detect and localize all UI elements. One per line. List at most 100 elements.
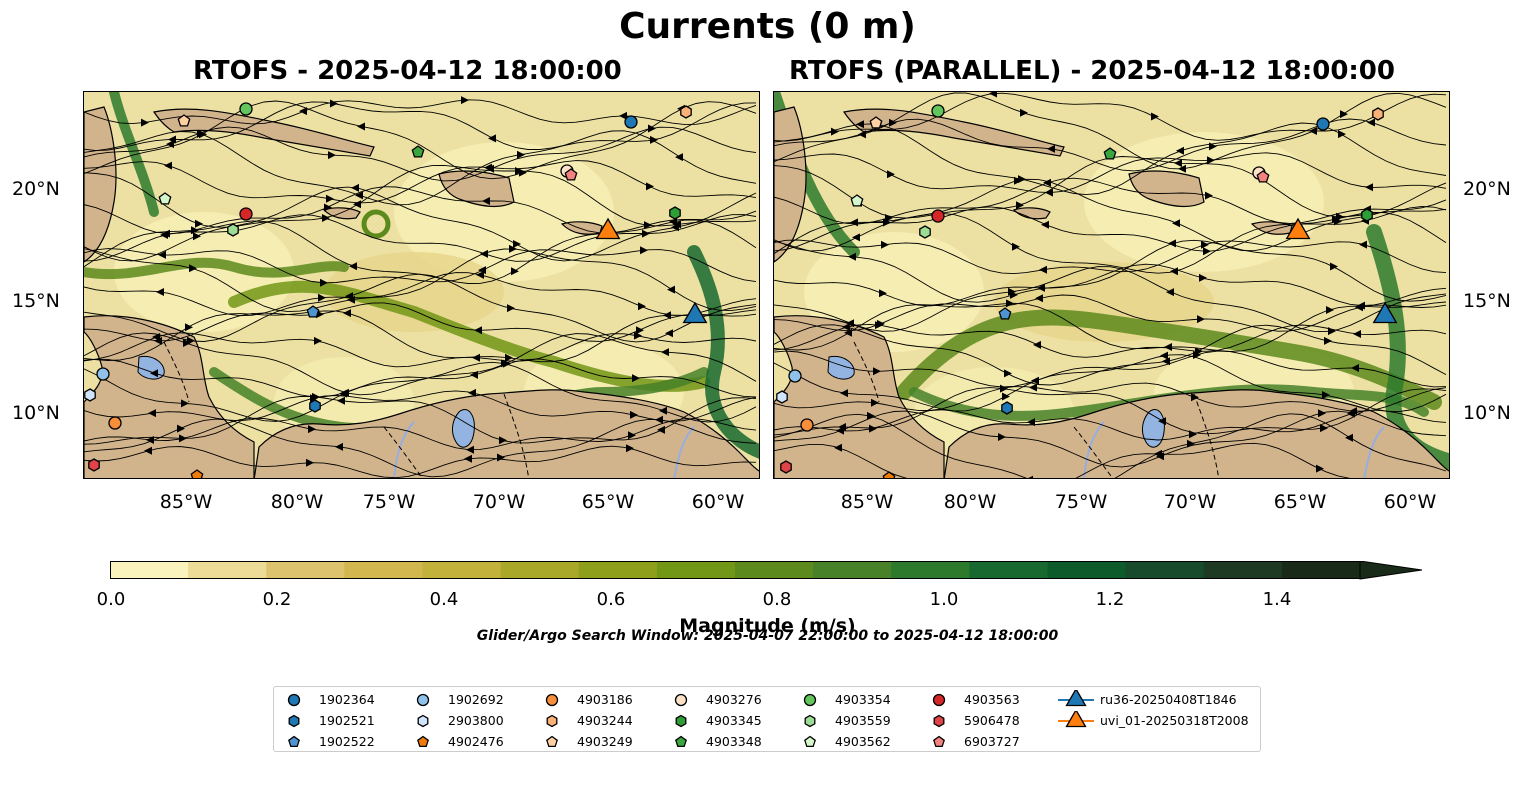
map-rtofs-parallel[interactable]	[773, 91, 1450, 479]
float-marker-4902476	[882, 471, 896, 478]
streamline-arrow	[497, 453, 505, 462]
legend-swatch	[287, 693, 301, 707]
streamline	[774, 263, 1447, 307]
streamline	[84, 309, 757, 363]
float-marker-4902476	[190, 469, 204, 478]
float-marker-1902521	[1001, 401, 1013, 415]
streamline-arrow	[1209, 142, 1217, 151]
streamline	[84, 272, 757, 317]
legend-swatch	[933, 714, 945, 728]
streamline-arrow	[1340, 110, 1348, 119]
map-rtofs[interactable]	[83, 91, 760, 479]
float-marker-2903800	[776, 390, 788, 404]
streamline-arrow	[144, 446, 152, 455]
float-marker-4903563	[239, 207, 253, 221]
colorbar-segment	[735, 561, 814, 579]
legend-label: 2903800	[448, 713, 504, 728]
streamline-arrow	[193, 232, 201, 241]
streamline-arrow	[324, 203, 332, 212]
colorbar-segment	[813, 561, 892, 579]
float-marker-4903559	[227, 223, 239, 237]
colorbar-segment	[110, 561, 189, 579]
legend-circle-icon	[932, 693, 946, 707]
streamline-arrow	[883, 218, 891, 227]
streamline-arrow	[515, 167, 523, 175]
streamline-arrow	[1027, 418, 1035, 427]
streamline-arrow	[1154, 449, 1162, 458]
streamline	[774, 152, 1447, 194]
float-marker-1902521	[309, 399, 321, 413]
legend-label: 4903354	[835, 692, 891, 707]
streamline-arrow	[1176, 146, 1184, 155]
streamline	[84, 100, 757, 180]
streamline-arrow	[1029, 383, 1037, 392]
streamline-arrow	[675, 153, 683, 162]
streamline-arrow	[1045, 188, 1053, 197]
streamline	[774, 350, 1447, 388]
lat-label-15n-right: 15°N	[1463, 290, 1511, 312]
streamline-arrow	[330, 99, 338, 108]
streamline-arrow	[1328, 327, 1336, 336]
streamline-arrow	[185, 323, 193, 332]
colorbar-segment	[656, 561, 736, 579]
streamline-arrow	[881, 240, 889, 249]
legend: 1902364 1902521 1902522 1902692 2903800 49024…	[273, 686, 1261, 752]
float-marker-4903348	[411, 145, 425, 158]
streamline-arrow	[1035, 294, 1043, 303]
legend-circle-icon	[803, 693, 817, 707]
legend-swatch	[546, 735, 558, 748]
streamline-arrow	[998, 433, 1006, 441]
streamline-arrow	[626, 444, 634, 453]
streamline	[774, 354, 1447, 413]
streamline-arrow	[885, 214, 893, 222]
map-rtofs-canvas	[84, 92, 759, 478]
streamline-arrow	[480, 249, 488, 258]
streamline-arrow	[630, 410, 638, 419]
streamline-arrow	[353, 200, 361, 209]
current-jet	[109, 92, 159, 217]
streamline-arrow	[1338, 130, 1346, 139]
streamline-arrow	[1033, 340, 1041, 349]
map-rtofs-parallel-canvas	[774, 92, 1449, 478]
streamline-arrow	[148, 409, 156, 418]
streamline-arrow	[1043, 178, 1051, 187]
streamline	[774, 118, 1447, 172]
streamline-arrow	[1359, 240, 1367, 249]
streamline-arrow	[509, 244, 517, 253]
streamline-arrow	[657, 425, 665, 434]
streamline-arrow	[158, 250, 166, 259]
river	[393, 421, 415, 478]
float-marker-4903249	[177, 114, 191, 127]
panel-title-rtofs: RTOFS - 2025-04-12 18:00:00	[193, 56, 622, 86]
float-marker-4903244	[1372, 107, 1384, 121]
legend-swatch	[417, 735, 429, 748]
streamline-arrow	[667, 285, 675, 294]
streamline-arrow	[638, 302, 646, 311]
legend-label: 4903186	[577, 692, 633, 707]
streamline-arrow	[836, 426, 844, 435]
glider-marker-uvi_01-20250318T2008	[595, 217, 621, 240]
streamline	[774, 409, 1447, 441]
lat-label-20n-right: 20°N	[1463, 178, 1511, 200]
legend-label: 1902692	[448, 692, 504, 707]
legend-swatch	[675, 714, 687, 728]
legend-swatch	[546, 714, 558, 728]
glider-marker-uvi_01-20250318T2008	[1285, 217, 1311, 240]
legend-swatch	[932, 693, 946, 707]
legend-pentagon-icon	[675, 735, 687, 748]
streamline-arrow	[322, 214, 330, 222]
float-marker-4903345	[1361, 208, 1373, 222]
streamline-arrow	[181, 399, 189, 408]
legend-label: 4903563	[964, 692, 1020, 707]
streamline	[774, 442, 1351, 478]
streamline-arrow	[179, 434, 187, 443]
legend-label: 4903276	[706, 692, 762, 707]
streamline-arrow	[1178, 164, 1186, 173]
streamline	[84, 248, 757, 313]
streamline-arrow	[482, 197, 490, 205]
streamline-arrow	[875, 321, 883, 330]
streamline-arrow	[1367, 118, 1375, 127]
streamline	[774, 294, 1447, 332]
legend-hexagon-icon	[933, 714, 945, 728]
streamline-arrow	[856, 120, 864, 129]
